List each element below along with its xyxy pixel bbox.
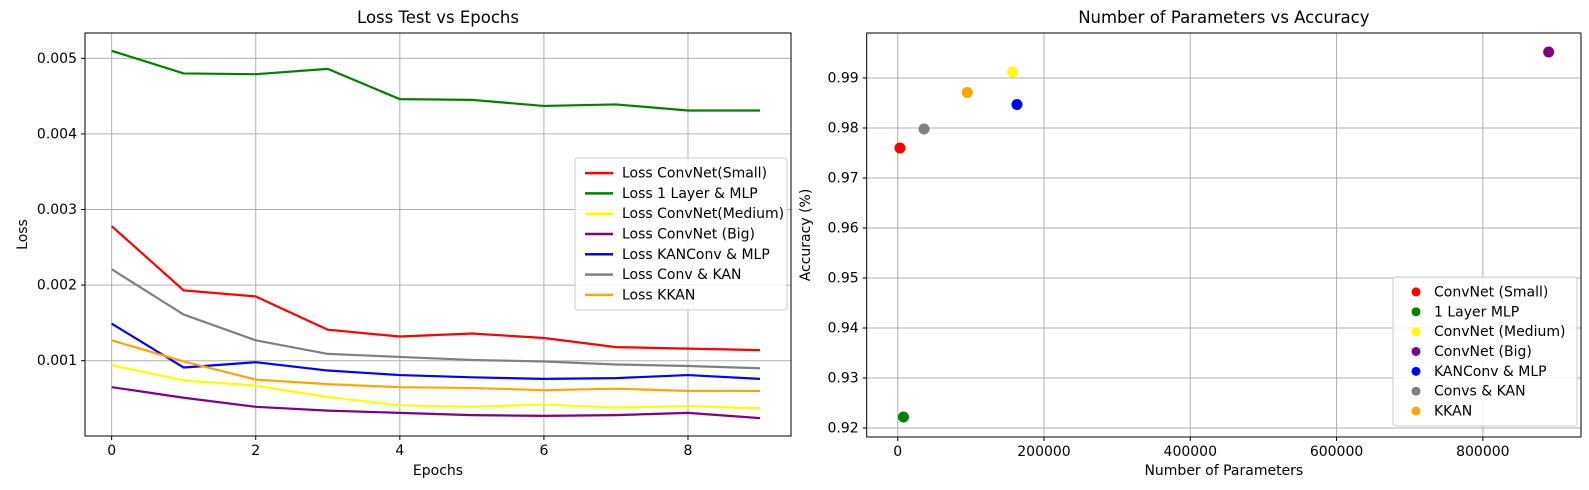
legend-entry-1: 1 Layer MLP	[1411, 304, 1519, 320]
legend-entry-5: Convs & KAN	[1411, 384, 1526, 400]
y-tick-label: 0.002	[37, 278, 77, 294]
params-vs-accuracy-chart: 0 200000 400000 600000 800000 0.92 0.93 0.94 0.9…	[798, 8, 1582, 479]
y-tick-label: 0.96	[828, 220, 859, 236]
y-tick-label: 0.98	[828, 120, 859, 136]
legend-dot-swatch	[1411, 406, 1421, 416]
x-tick-label: 8	[684, 443, 693, 459]
series-line-1	[111, 49, 761, 112]
y-tick-label: 0.004	[37, 126, 77, 142]
y-tick-label: 0.001	[37, 353, 77, 369]
legend-label: 1 Layer MLP	[1434, 304, 1519, 320]
y-tick-label: 0.95	[828, 270, 859, 286]
legend-dot-swatch	[1411, 327, 1421, 337]
legend-label: Loss ConvNet(Medium)	[622, 206, 784, 222]
legend-label: KKAN	[1434, 404, 1472, 420]
x-tick-label: 4	[395, 443, 404, 459]
legend-entry-2: ConvNet (Medium)	[1411, 324, 1565, 340]
series-group	[894, 46, 1555, 423]
scatter-point-6	[961, 87, 973, 98]
axes-ticks: 0 200000 400000 600000 800000 0.92 0.93 0.94 0.9…	[828, 70, 1510, 460]
scatter-point-3	[1543, 46, 1555, 58]
legend-entry-6: Loss KKAN	[585, 287, 695, 303]
legend: Loss ConvNet(Small) Loss 1 Layer & MLP Los…	[574, 157, 788, 311]
axes-ticks: 0 2 4 6 8 0.001 0.002 0.003 0.004 0.005	[37, 51, 693, 459]
legend-label: Convs & KAN	[1434, 384, 1526, 400]
series-line-4	[111, 322, 761, 380]
y-tick-label: 0.97	[828, 170, 859, 186]
x-axis-label: Epochs	[413, 463, 463, 479]
x-tick-label: 600000	[1310, 444, 1363, 460]
legend-label: ConvNet (Big)	[1434, 344, 1532, 360]
legend-entry-6: KKAN	[1411, 404, 1472, 420]
legend-label: Loss 1 Layer & MLP	[622, 186, 758, 202]
legend-box	[1392, 276, 1578, 427]
series-line-0	[110, 225, 761, 352]
legend-label: Loss KKAN	[622, 287, 695, 303]
legend-label: KANConv & MLP	[1434, 364, 1547, 380]
y-tick-label: 0.92	[828, 420, 859, 436]
loss-vs-epochs-chart: 0 2 4 6 8 0.001 0.002 0.003 0.004 0.005 Loss Test …	[15, 8, 792, 479]
plot-border	[84, 32, 792, 437]
legend-entry-3: ConvNet (Big)	[1411, 344, 1532, 360]
legend-label: Loss ConvNet(Small)	[622, 166, 767, 182]
y-axis-label: Loss	[15, 219, 31, 250]
series-line-5	[111, 268, 761, 370]
x-tick-label: 6	[539, 443, 548, 459]
scatter-point-1	[897, 411, 909, 423]
series-line-3	[111, 386, 761, 420]
legend-label: Loss ConvNet (Big)	[622, 226, 755, 242]
scatter-point-0	[894, 142, 906, 154]
x-axis-label: Number of Parameters	[1144, 463, 1303, 479]
chart-title: Number of Parameters vs Accuracy	[1078, 8, 1370, 27]
scatter-point-2	[1007, 66, 1019, 78]
series-group	[110, 49, 761, 420]
plot-border	[866, 32, 1582, 438]
x-tick-label: 0	[893, 444, 902, 460]
x-tick-label: 2	[251, 443, 260, 459]
legend-dot-swatch	[1411, 366, 1421, 376]
y-axis-label: Accuracy (%)	[798, 189, 814, 282]
legend: ConvNet (Small) 1 Layer MLP ConvNet (Mediu…	[1392, 276, 1578, 427]
legend-dot-swatch	[1411, 287, 1421, 297]
scatter-point-4	[1011, 99, 1023, 110]
legend-label: Loss Conv & KAN	[622, 267, 741, 283]
legend-entry-0: ConvNet (Small)	[1411, 284, 1548, 300]
x-tick-label: 200000	[1017, 444, 1070, 460]
x-tick-label: 800000	[1456, 444, 1509, 460]
scatter-point-5	[918, 123, 930, 135]
legend-entry-3: Loss ConvNet (Big)	[585, 226, 755, 242]
chart-title: Loss Test vs Epochs	[357, 8, 519, 27]
legend-entry-4: KANConv & MLP	[1411, 364, 1547, 380]
legend-label: ConvNet (Medium)	[1434, 324, 1565, 340]
legend-dot-swatch	[1411, 347, 1421, 356]
legend-entry-2: Loss ConvNet(Medium)	[585, 206, 784, 222]
legend-box	[574, 157, 788, 311]
y-tick-label: 0.003	[37, 202, 77, 218]
x-tick-label: 400000	[1164, 444, 1217, 460]
legend-label: Loss KANConv & MLP	[622, 247, 770, 263]
y-tick-label: 0.94	[828, 320, 859, 336]
legend-dot-swatch	[1411, 307, 1421, 317]
y-tick-label: 0.005	[37, 51, 77, 67]
x-tick-label: 0	[107, 443, 116, 459]
series-line-6	[111, 339, 761, 393]
legend-label: ConvNet (Small)	[1434, 284, 1548, 300]
legend-entry-5: Loss Conv & KAN	[585, 267, 741, 283]
y-tick-label: 0.93	[828, 370, 859, 386]
legend-entry-0: Loss ConvNet(Small)	[585, 166, 767, 182]
legend-entry-1: Loss 1 Layer & MLP	[585, 186, 758, 202]
y-tick-label: 0.99	[828, 70, 859, 86]
series-line-2	[111, 364, 761, 410]
legend-dot-swatch	[1411, 386, 1421, 396]
legend-entry-4: Loss KANConv & MLP	[585, 247, 770, 263]
